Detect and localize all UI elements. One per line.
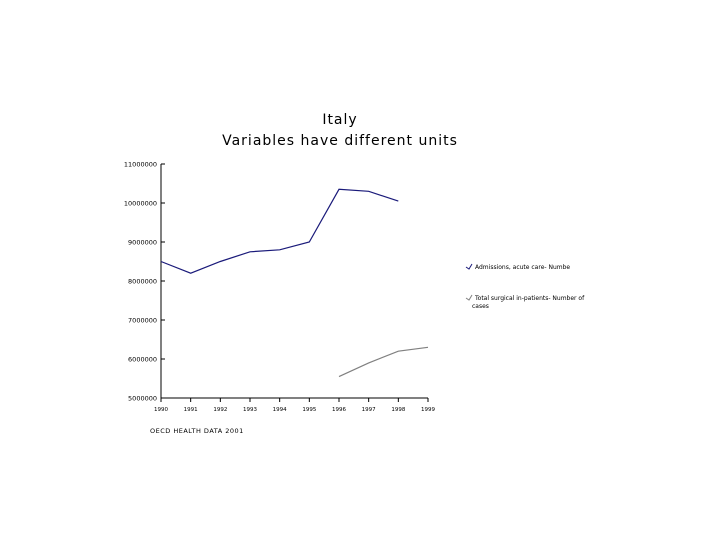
y-tick-label: 5000000 — [128, 395, 157, 403]
legend-label: Admissions, acute care- Numbe — [475, 264, 570, 271]
y-tick-label: 7000000 — [128, 317, 157, 325]
legend-label: Total surgical in-patients- Number of cas… — [472, 295, 585, 310]
y-tick-label: 9000000 — [128, 239, 157, 247]
x-tick-label: 1992 — [213, 407, 227, 413]
chart-title: Italy — [322, 112, 357, 128]
legend-check-icon — [465, 294, 473, 301]
x-tick-label: 1993 — [243, 407, 257, 413]
x-tick-label: 1990 — [154, 407, 168, 413]
x-tick-label: 1991 — [184, 407, 198, 413]
x-tick-label: 1996 — [332, 407, 346, 413]
series-line-1 — [160, 188, 399, 274]
source-note: OECD HEALTH DATA 2001 — [150, 427, 244, 435]
legend-check-icon — [465, 263, 473, 270]
y-tick-label: 11000000 — [124, 161, 157, 169]
x-tick-label: 1995 — [302, 407, 316, 413]
y-tick-label: 10000000 — [124, 200, 157, 208]
legend: Admissions, acute care- Numbe Total surgi… — [465, 263, 585, 310]
x-tick-label: 1999 — [421, 407, 435, 413]
x-tick-label: 1998 — [391, 407, 405, 413]
series-line-2 — [338, 346, 429, 378]
series-layer — [160, 188, 429, 378]
axes: 11000000 10000000 9000000 8000000 7000000 600… — [124, 161, 436, 414]
y-tick-label: 6000000 — [128, 356, 157, 364]
y-tick-label: 8000000 — [128, 278, 157, 286]
chart-subtitle: Variables have different units — [222, 133, 458, 149]
x-tick-label: 1997 — [362, 407, 376, 413]
x-tick-label: 1994 — [273, 407, 287, 413]
